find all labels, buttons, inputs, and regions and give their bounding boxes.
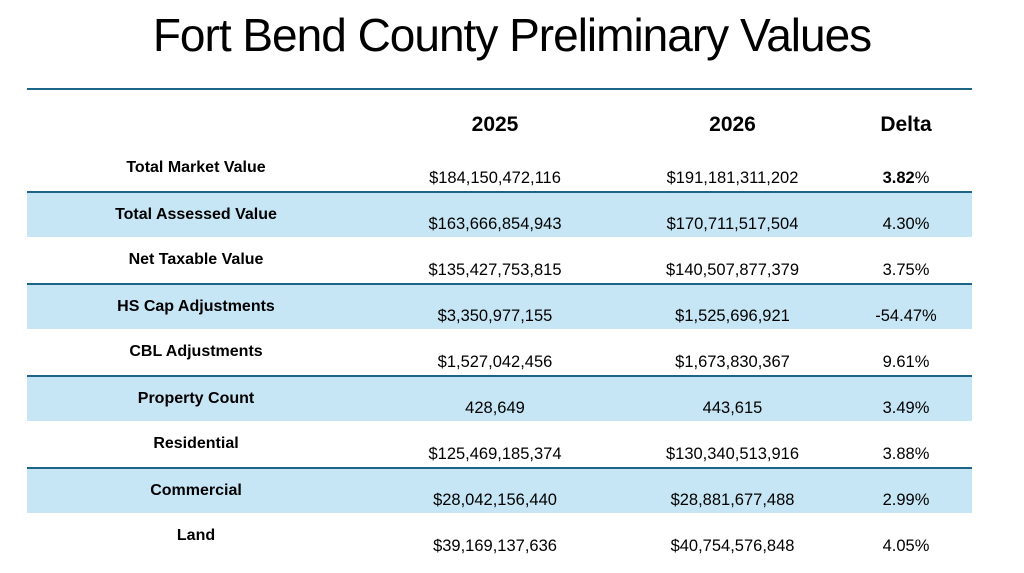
table-row: Property Count 428,649 443,615 3.49% bbox=[27, 375, 972, 421]
title-divider bbox=[27, 88, 972, 90]
table-row: Land $39,169,137,636 $40,754,576,848 4.0… bbox=[27, 513, 972, 559]
header-delta: Delta bbox=[880, 113, 932, 136]
delta-value: 3.49% bbox=[882, 399, 930, 417]
table-row: Commercial $28,042,156,440 $28,881,677,4… bbox=[27, 467, 972, 513]
value-2026: $1,673,830,367 bbox=[675, 353, 790, 371]
value-2026: $40,754,576,848 bbox=[670, 537, 795, 555]
value-2025: $28,042,156,440 bbox=[433, 491, 557, 509]
delta-value: 4.30% bbox=[882, 215, 930, 233]
header-2026: 2026 bbox=[709, 113, 756, 136]
delta-percent-sign: % bbox=[914, 169, 930, 187]
value-2025: $1,527,042,456 bbox=[437, 353, 553, 371]
delta-value: 9.61% bbox=[882, 353, 930, 371]
value-2026: $191,181,311,202 bbox=[666, 169, 799, 187]
row-label: Land bbox=[176, 527, 216, 544]
table-header-row: 2025 2026 Delta bbox=[27, 105, 972, 145]
value-2026: $28,881,677,488 bbox=[670, 491, 795, 509]
row-label: Total Assessed Value bbox=[115, 206, 277, 223]
delta-value: 3.82% bbox=[840, 145, 972, 191]
row-label: CBL Adjustments bbox=[129, 343, 263, 360]
delta-value: 2.99% bbox=[882, 491, 930, 509]
row-label: Property Count bbox=[137, 390, 255, 407]
value-2026: 443,615 bbox=[702, 399, 763, 417]
delta-value: 3.88% bbox=[882, 445, 930, 463]
row-label: HS Cap Adjustments bbox=[117, 298, 275, 315]
value-2026: $1,525,696,921 bbox=[675, 307, 790, 325]
value-2026: $130,340,513,916 bbox=[665, 445, 800, 463]
table-row: Total Market Value $184,150,472,116 $191… bbox=[27, 145, 972, 191]
value-2025: $135,427,753,815 bbox=[428, 261, 562, 279]
value-2025: $184,150,472,116 bbox=[429, 169, 561, 187]
delta-value: -54.47% bbox=[875, 307, 937, 325]
value-2025: $125,469,185,374 bbox=[428, 445, 562, 463]
value-2026: $140,507,877,379 bbox=[665, 261, 800, 279]
delta-number: 3.82 bbox=[882, 169, 915, 187]
table-row: HS Cap Adjustments $3,350,977,155 $1,525… bbox=[27, 283, 972, 329]
page-title: Fort Bend County Preliminary Values bbox=[152, 9, 872, 61]
values-table: 2025 2026 Delta Total Market Value $184,… bbox=[27, 105, 972, 559]
row-label: Net Taxable Value bbox=[128, 251, 264, 268]
delta-value: 4.05% bbox=[882, 537, 930, 555]
delta-value: 3.75% bbox=[882, 261, 930, 279]
value-2025: $39,169,137,636 bbox=[433, 537, 557, 555]
table-row: CBL Adjustments $1,527,042,456 $1,673,83… bbox=[27, 329, 972, 375]
value-2025: 428,649 bbox=[465, 399, 525, 417]
row-label: Residential bbox=[153, 435, 239, 452]
table-row: Total Assessed Value $163,666,854,943 $1… bbox=[27, 191, 972, 237]
value-2025: $3,350,977,155 bbox=[437, 307, 553, 325]
value-2025: $163,666,854,943 bbox=[428, 215, 562, 233]
row-label: Commercial bbox=[150, 482, 242, 499]
row-label: Total Market Value bbox=[126, 159, 266, 176]
header-spacer bbox=[27, 105, 365, 145]
table-row: Residential $125,469,185,374 $130,340,51… bbox=[27, 421, 972, 467]
table-row: Net Taxable Value $135,427,753,815 $140,… bbox=[27, 237, 972, 283]
value-2026: $170,711,517,504 bbox=[666, 215, 799, 233]
header-2025: 2025 bbox=[471, 113, 519, 136]
